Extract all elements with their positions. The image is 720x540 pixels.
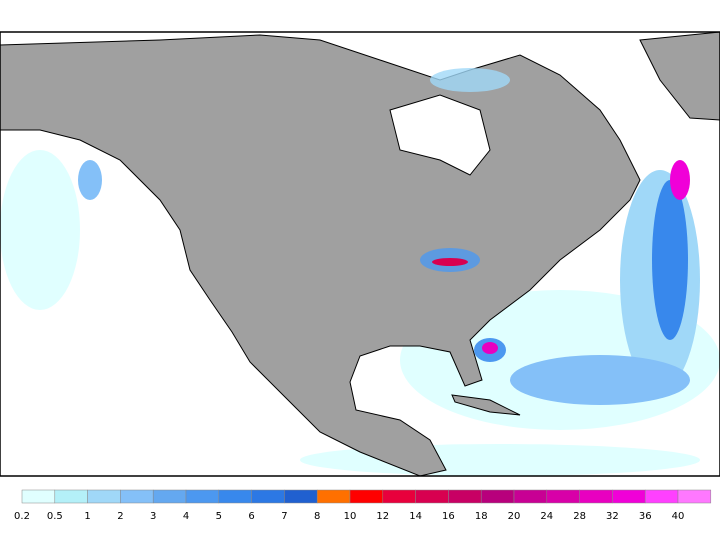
colorbar-label: 32 [606,511,619,522]
color-swatch [21,489,56,504]
color-swatch [513,489,548,504]
color-swatch [644,489,679,504]
color-swatch [546,489,580,504]
colorbar-label: 10 [344,511,357,522]
precip-area [430,68,510,92]
color-swatch [382,489,416,504]
precip-area [652,180,688,340]
hudson-bay [389,94,491,176]
colorbar-label: 0.2 [14,511,30,522]
precip-area [0,150,80,310]
color-swatch [284,489,318,504]
color-swatch [218,489,252,504]
colorbar: 0.2 0.5 1 2 3 4 5 6 7 8 10 12 14 16 18 20 24 28 32 36 40 [14,489,712,522]
color-swatch [612,489,646,504]
colorbar-label: 36 [639,511,652,522]
colorbar-label: 0.5 [47,511,63,522]
color-swatch [579,489,613,504]
colorbar-label: 12 [376,511,389,522]
precip-area [670,160,690,200]
colorbar-label: 20 [508,511,521,522]
color-swatch [54,489,88,504]
precip-area [78,160,102,200]
color-swatch [448,489,482,504]
greenland [639,31,720,121]
colorbar-label: 8 [314,511,320,522]
precip-area [510,355,690,405]
color-swatch [120,489,154,504]
precip-area [482,342,498,354]
colorbar-label: 18 [475,511,488,522]
color-swatch [415,489,449,504]
colorbar-label: 14 [409,511,422,522]
colorbar-label: 28 [573,511,586,522]
colorbar-label: 3 [150,511,156,522]
colorbar-label: 2 [117,511,123,522]
colorbar-label: 6 [248,511,254,522]
color-swatch [87,489,121,504]
map [0,31,720,477]
colorbar-label: 4 [183,511,189,522]
color-swatch [152,489,187,504]
colorbar-label: 40 [672,511,685,522]
colorbar-label: 24 [540,511,553,522]
color-swatch [349,489,384,504]
color-swatch [316,489,351,504]
precip-area [432,258,468,266]
colorbar-label: 1 [84,511,90,522]
map-frame [0,31,720,477]
colorbar-label: 16 [442,511,455,522]
color-swatch [185,489,220,504]
colorbar-label: 5 [216,511,222,522]
color-swatch [677,489,712,504]
color-swatch [480,489,515,504]
color-swatch [251,489,285,504]
cuba [451,394,521,416]
colorbar-label: 7 [281,511,287,522]
